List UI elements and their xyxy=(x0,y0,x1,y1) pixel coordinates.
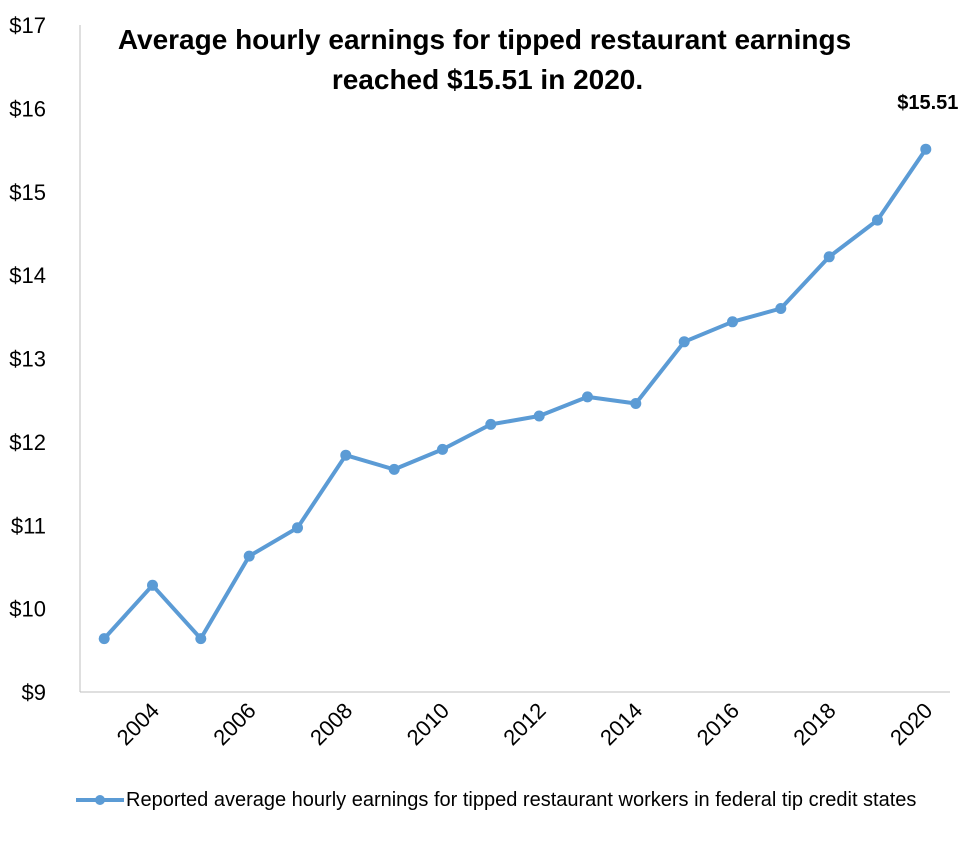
data-point xyxy=(727,316,738,328)
chart-subtitle: reached $15.51 in 2020. xyxy=(331,64,644,95)
data-point xyxy=(630,398,642,409)
y-tick-label: $12 xyxy=(9,430,46,455)
data-point xyxy=(775,303,787,314)
data-point xyxy=(920,143,932,155)
x-tick-label: 2004 xyxy=(112,698,164,750)
data-point xyxy=(98,633,110,645)
x-tick-label: 2020 xyxy=(885,698,937,750)
data-point xyxy=(388,463,400,475)
legend-label: Reported average hourly earnings for tip… xyxy=(126,789,917,811)
x-tick-label: 2016 xyxy=(692,698,744,750)
data-point xyxy=(533,410,545,422)
data-label: $15.51 xyxy=(897,92,958,114)
x-tick-label: 2018 xyxy=(788,698,840,750)
x-tick-label: 2008 xyxy=(305,698,357,750)
x-tick-label: 2010 xyxy=(402,698,454,750)
x-tick-label: 2012 xyxy=(498,698,550,750)
data-point xyxy=(340,449,352,461)
y-tick-label: $16 xyxy=(9,96,46,121)
y-tick-label: $17 xyxy=(9,13,46,38)
y-tick-label: $11 xyxy=(11,513,46,538)
data-point xyxy=(437,443,448,455)
y-tick-label: $13 xyxy=(9,347,46,372)
y-tick-label: $14 xyxy=(9,263,46,288)
series-line xyxy=(102,147,928,641)
chart-title: Average hourly earnings for tipped resta… xyxy=(117,24,852,55)
data-point xyxy=(485,418,497,430)
data-point xyxy=(243,550,255,562)
x-tick-label: 2014 xyxy=(595,698,647,750)
y-tick-label: $9 xyxy=(22,680,46,705)
y-tick-label: $10 xyxy=(9,597,46,622)
data-point xyxy=(872,214,883,226)
data-point xyxy=(147,579,158,591)
data-point xyxy=(195,633,207,645)
data-point xyxy=(823,251,835,263)
legend-swatch xyxy=(76,795,124,805)
data-point xyxy=(582,391,593,403)
data-point xyxy=(678,336,690,348)
y-tick-label: $15 xyxy=(9,180,46,205)
data-point xyxy=(292,522,303,534)
x-tick-label: 2006 xyxy=(208,698,260,750)
